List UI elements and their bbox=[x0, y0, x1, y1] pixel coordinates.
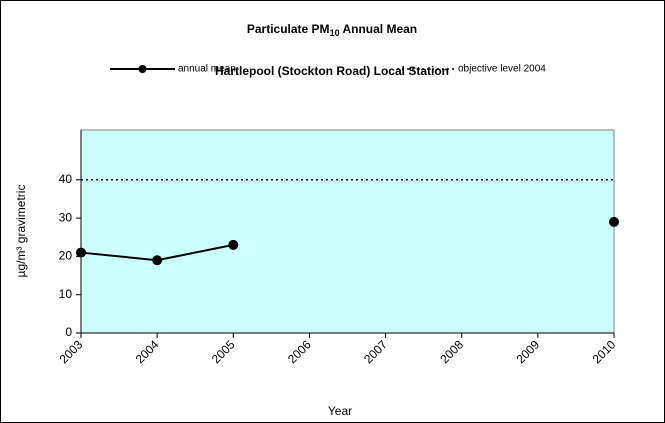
title-text: Annual Mean bbox=[340, 22, 418, 36]
x-axis-label: Year bbox=[328, 404, 352, 418]
legend-marker bbox=[138, 65, 147, 73]
title-subscript: 10 bbox=[330, 28, 340, 38]
legend-label: annual mean bbox=[178, 64, 236, 75]
y-tick-label: 0 bbox=[65, 325, 72, 339]
y-axis-label: µg/m³ gravimetric bbox=[14, 185, 28, 278]
data-point bbox=[76, 247, 86, 258]
legend-label: objective level 2004 bbox=[458, 64, 546, 75]
y-tick-label: 30 bbox=[59, 210, 73, 224]
title-text: Particulate PM bbox=[247, 22, 330, 36]
plot-area bbox=[80, 129, 615, 334]
data-point bbox=[609, 216, 619, 227]
y-tick-label: 10 bbox=[59, 287, 73, 301]
chart-subtitle: Hartlepool (Stockton Road) Local Station bbox=[215, 64, 449, 78]
chart-title: Particulate PM10 Annual Mean bbox=[247, 22, 417, 38]
y-tick-label: 40 bbox=[59, 172, 73, 186]
y-tick-label: 20 bbox=[59, 249, 73, 263]
data-point bbox=[152, 255, 163, 266]
data-point bbox=[228, 239, 239, 250]
